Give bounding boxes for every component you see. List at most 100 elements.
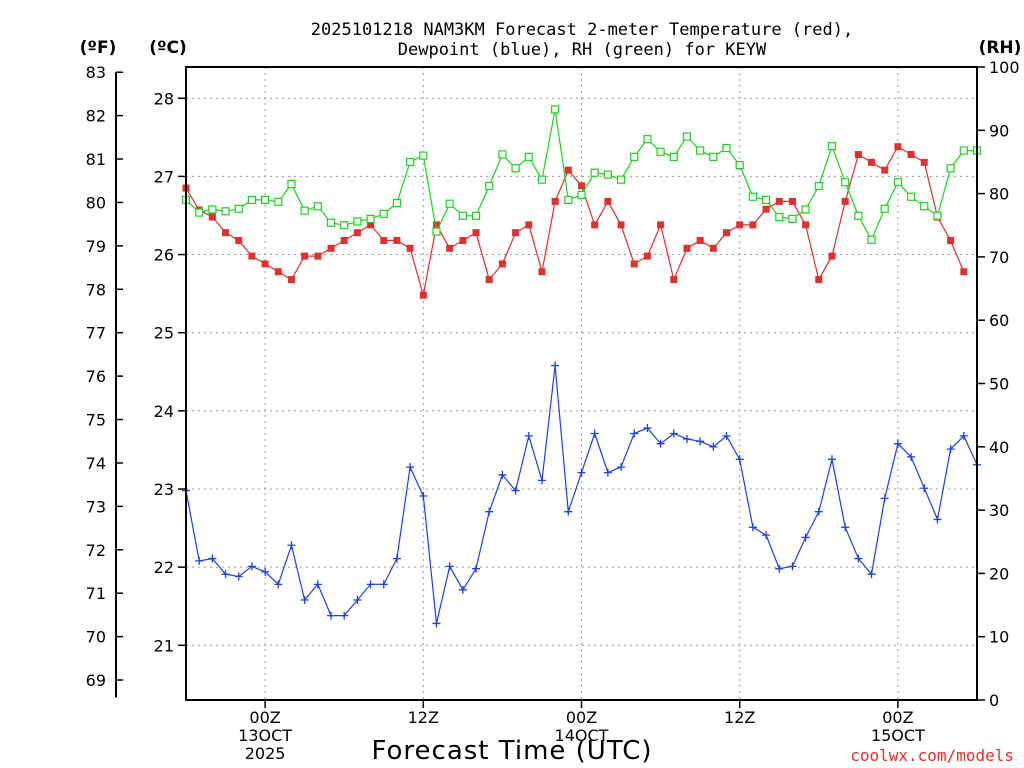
chart-title-line-2: Dewpoint (blue), RH (green) for KEYW: [398, 40, 767, 60]
fahrenheit-tick-label: 78: [86, 280, 106, 299]
temperature-point: [736, 221, 744, 229]
dewpoint-point: [564, 507, 573, 516]
celsius-tick-label: 25: [154, 324, 174, 343]
temperature-point: [340, 236, 348, 244]
fahrenheit-tick-label: 80: [86, 193, 106, 212]
rh-point: [867, 235, 876, 244]
dewpoint-point: [590, 429, 599, 438]
temperature-point: [327, 244, 335, 252]
temperature-point: [868, 158, 876, 166]
rh-point: [959, 146, 968, 155]
dewpoint-point: [854, 554, 863, 563]
dewpoint-point: [208, 554, 217, 563]
rh-point: [761, 195, 771, 205]
dewpoint-point: [814, 507, 823, 516]
time-tick-label: 00Z: [566, 708, 597, 727]
rh-point: [300, 206, 309, 215]
dewpoint-point: [366, 580, 375, 589]
dewpoint-point: [340, 611, 349, 620]
dewpoint-point: [419, 492, 428, 501]
dewpoint-point: [696, 437, 705, 446]
rh-point: [261, 195, 270, 205]
dewpoint-point: [669, 429, 678, 438]
rh-point: [366, 214, 375, 224]
dewpoint-point: [775, 564, 784, 573]
temperature-point: [696, 236, 704, 244]
temperature-point: [854, 151, 862, 159]
time-tick-year: 2025: [245, 744, 286, 763]
rh-point: [287, 180, 296, 189]
rh-point: [471, 211, 481, 220]
fahrenheit-tick-label: 70: [86, 628, 106, 647]
rh-point: [775, 212, 784, 222]
rh-point: [603, 170, 612, 179]
rh-point: [590, 168, 599, 177]
dewpoint-point: [247, 562, 256, 571]
rh-point: [195, 208, 204, 217]
rh-point: [906, 192, 916, 201]
dewpoint-point: [511, 486, 520, 495]
temperature-point: [512, 229, 520, 237]
rh-tick-label: 90: [989, 121, 1009, 140]
dewpoint-point: [762, 531, 771, 540]
temperature-point: [683, 244, 691, 252]
dewpoint-point: [682, 434, 691, 443]
temperature-point: [775, 197, 783, 205]
temperature-point: [828, 252, 836, 260]
rh-point: [643, 135, 652, 144]
rh-point: [854, 211, 863, 220]
time-tick-label: 12Z: [408, 708, 439, 727]
rh-tick-label: 70: [989, 248, 1009, 267]
rh-tick-label: 40: [989, 438, 1009, 457]
dewpoint-point: [432, 619, 441, 628]
dewpoint-point: [617, 463, 626, 472]
dewpoint-point: [643, 424, 652, 433]
rh-point: [445, 199, 454, 208]
dewpoint-point: [300, 595, 309, 604]
fahrenheit-tick-label: 82: [86, 107, 106, 126]
rh-point: [419, 151, 428, 160]
temperature-point: [538, 268, 546, 276]
temperature-point: [287, 276, 295, 284]
temperature-point: [564, 166, 572, 174]
rh-point: [392, 198, 402, 208]
series-layer: [181, 105, 982, 628]
temperature-point: [432, 221, 440, 229]
rh-tick-label: 100: [989, 58, 1020, 77]
rh-point: [511, 164, 520, 173]
rh-point: [630, 152, 639, 161]
temperature-point: [472, 229, 480, 237]
dewpoint-point: [379, 580, 388, 589]
rh-tick-label: 20: [989, 564, 1009, 583]
celsius-tick-label: 28: [154, 89, 174, 108]
celsius-tick-label: 24: [154, 402, 174, 421]
rh-point: [458, 211, 467, 220]
dewpoint-point: [603, 468, 612, 477]
rh-tick-label: 80: [989, 185, 1009, 204]
dewpoint-point: [472, 564, 481, 573]
rh-point: [827, 142, 837, 151]
chart-title-line-1: 2025101218 NAM3KM Forecast 2-meter Tempe…: [311, 20, 853, 40]
celsius-tick-label: 27: [154, 167, 174, 186]
dewpoint-point: [287, 541, 296, 550]
dewpoint-point: [234, 572, 243, 581]
fahrenheit-unit-label: (ºF): [80, 38, 117, 58]
temperature-point: [578, 182, 585, 190]
rh-point: [880, 204, 889, 213]
dewpoint-point: [959, 431, 968, 440]
temperature-point: [380, 236, 388, 244]
dewpoint-point: [827, 455, 836, 464]
rh-axis: 0 10 20 30 40 50 60 70 80 90 100: [977, 58, 1020, 710]
temperature-point: [314, 252, 322, 260]
dewpoint-point: [577, 468, 586, 477]
temperature-point: [393, 236, 401, 244]
temperature-point: [723, 229, 731, 237]
rh-point: [709, 152, 718, 161]
rh-point: [616, 175, 626, 184]
temperature-point: [762, 205, 770, 213]
temperature-point: [670, 276, 678, 284]
dewpoint-point: [551, 361, 560, 370]
rh-series: [181, 105, 982, 244]
rh-point: [208, 205, 217, 214]
